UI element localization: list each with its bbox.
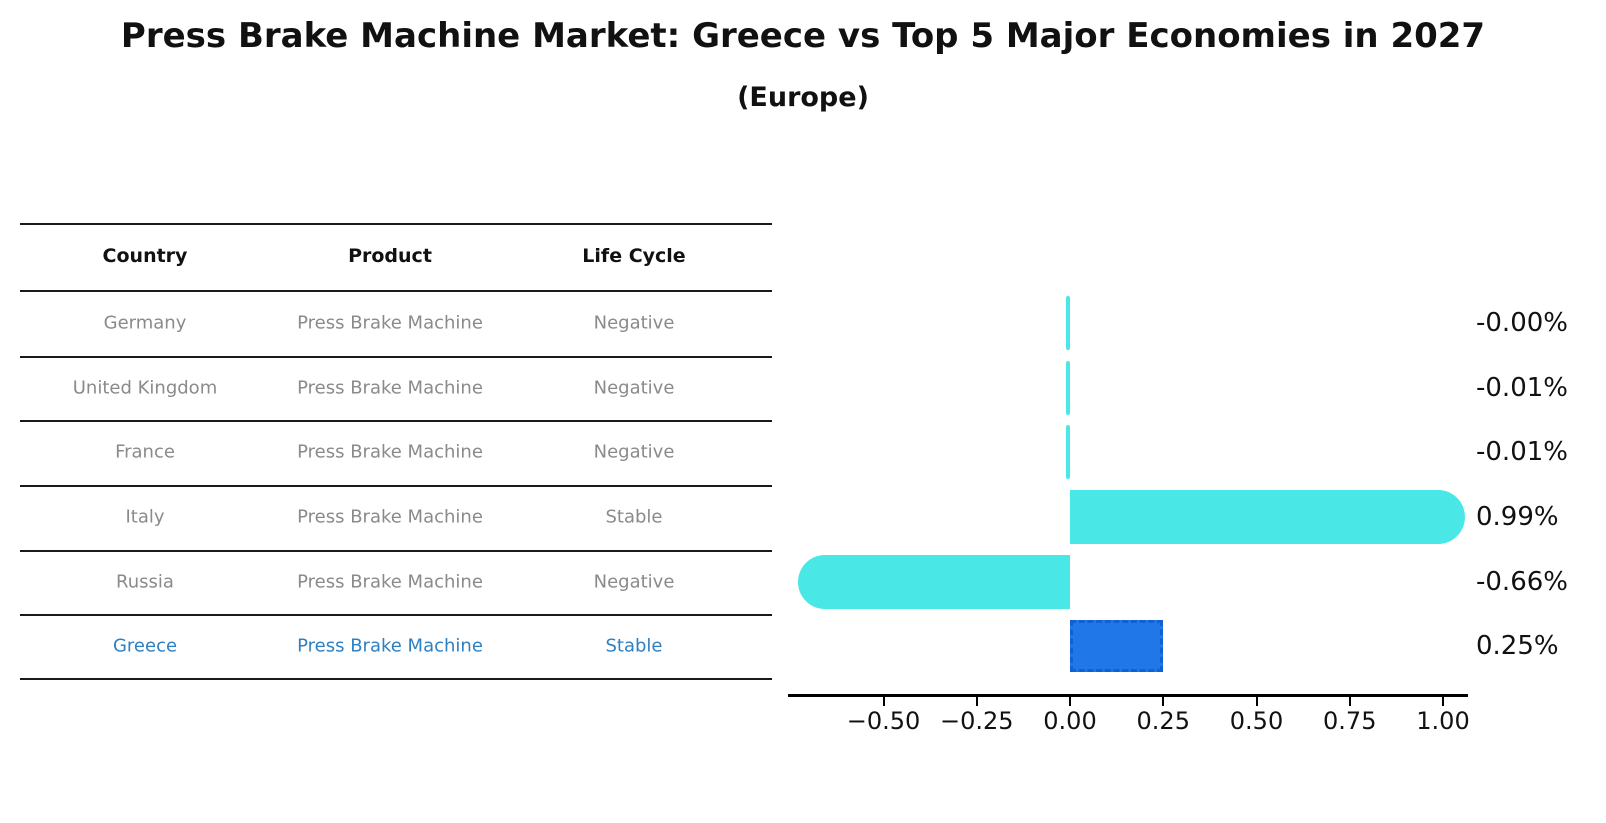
x-axis-tick-label: −0.25 (939, 707, 1014, 735)
x-axis-tick-label: 0.75 (1323, 707, 1377, 735)
x-axis-tick (1255, 697, 1258, 706)
table-cell-country-russia: Russia (116, 571, 174, 593)
x-axis-tick (975, 697, 978, 706)
table-cell-country-greece: Greece (112, 635, 178, 657)
table-cell-life-cycle-france: Negative (593, 441, 675, 463)
bar-france (1066, 425, 1070, 479)
chart-subtitle: (Europe) (737, 82, 869, 113)
bar-value-label-italy: 0.99% (1476, 502, 1559, 532)
x-axis-tick (1162, 697, 1165, 706)
x-axis-tick-label: 0.25 (1136, 707, 1190, 735)
bar-value-label-russia: -0.66% (1476, 567, 1568, 597)
table-cell-life-cycle-italy: Stable (605, 506, 663, 528)
x-axis-tick-label: 1.00 (1416, 707, 1470, 735)
table-cell-life-cycle-russia: Negative (593, 571, 675, 593)
table-cell-country-france: France (115, 441, 175, 463)
table-rule (20, 356, 772, 358)
x-axis-tick-label: 0.00 (1043, 707, 1097, 735)
table-header-country: Country (102, 245, 188, 267)
bar-united-kingdom (1066, 361, 1070, 415)
x-axis-line (788, 694, 1468, 697)
table-cell-country-italy: Italy (125, 506, 165, 528)
table-cell-product-france: Press Brake Machine (297, 441, 483, 463)
bar-value-label-greece: 0.25% (1476, 631, 1559, 661)
bar-value-label-germany: -0.00% (1476, 308, 1568, 338)
table-cell-product-italy: Press Brake Machine (297, 506, 483, 528)
table-rule (20, 420, 772, 422)
x-axis-tick (882, 697, 885, 706)
table-cell-product-russia: Press Brake Machine (297, 571, 483, 593)
x-axis-tick-label: 0.50 (1229, 707, 1284, 735)
table-cell-life-cycle-greece: Stable (605, 635, 663, 657)
table-rule (20, 485, 772, 487)
table-header-product: Product (348, 245, 432, 267)
bar-value-label-france: -0.01% (1476, 437, 1568, 467)
chart-title: Press Brake Machine Market: Greece vs To… (120, 16, 1486, 56)
x-axis-tick (1348, 697, 1351, 706)
table-rule (20, 550, 772, 552)
x-axis-tick-label: −0.50 (846, 707, 921, 735)
table-header-life-cycle: Life Cycle (582, 245, 686, 267)
bar-germany (1066, 296, 1070, 350)
table-cell-product-germany: Press Brake Machine (297, 312, 483, 334)
bar-russia (797, 555, 1070, 609)
bar-value-label-united-kingdom: -0.01% (1476, 373, 1568, 403)
x-axis-tick (1069, 697, 1071, 706)
table-rule (20, 223, 772, 225)
table-rule (20, 614, 772, 616)
table-cell-life-cycle-germany: Negative (593, 312, 675, 334)
table-cell-life-cycle-united-kingdom: Negative (593, 377, 675, 399)
table-cell-product-united-kingdom: Press Brake Machine (297, 377, 483, 399)
x-axis-tick (1442, 697, 1444, 706)
bar-greece (1070, 620, 1164, 672)
table-cell-country-germany: Germany (103, 312, 187, 334)
table-cell-country-united-kingdom: United Kingdom (72, 377, 218, 399)
bar-italy (1070, 490, 1466, 544)
table-rule (20, 678, 772, 680)
table-cell-product-greece: Press Brake Machine (297, 635, 483, 657)
table-rule (20, 290, 772, 292)
